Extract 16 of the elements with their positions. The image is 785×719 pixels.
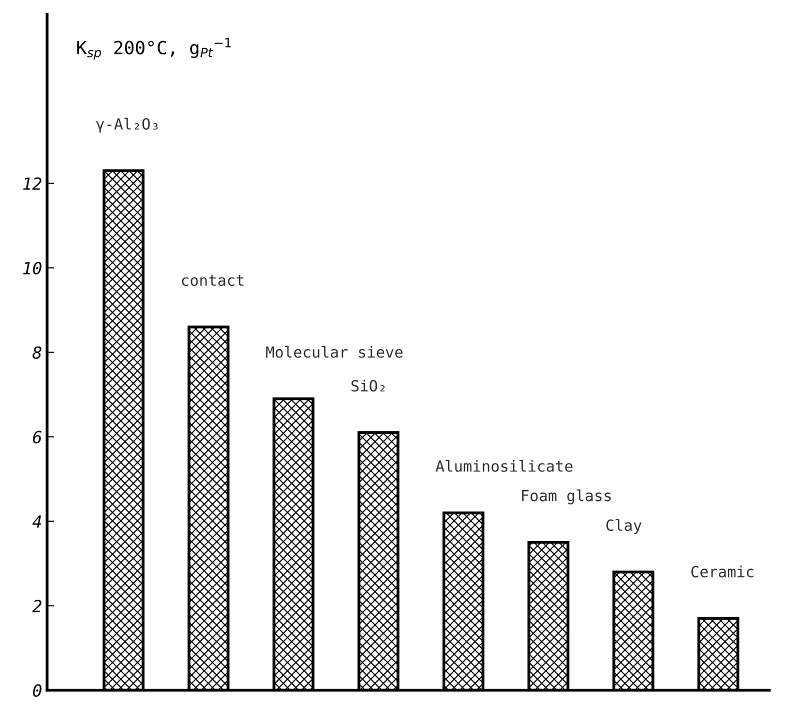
x-tick-label: Ceramic (691, 566, 754, 578)
x-tick-label: γ-Al₂O₃ (96, 118, 158, 133)
x-tick-label: Aluminosilicate (436, 460, 572, 472)
y-tick-label: 8 (32, 346, 42, 359)
x-tick-label: Molecular sieve (266, 346, 403, 358)
y-tick-label: 4 (32, 516, 42, 528)
y-tick-label: 10 (23, 262, 42, 274)
y-tick-label: 0 (33, 684, 42, 697)
y-tick-label: 6 (32, 430, 42, 444)
y-tick-label: 12 (23, 177, 42, 190)
x-tick-label: contact (182, 275, 244, 286)
x-tick-label: SiO₂ (351, 380, 385, 392)
x-tick-label: Clay (606, 519, 642, 534)
y-axis-title: K$_{sp}$ 200°C, g$_{Pt}$$^{−1}$ (77, 38, 231, 60)
y-tick-label: 2 (32, 600, 42, 612)
x-tick-label: Foam glass (522, 489, 611, 504)
